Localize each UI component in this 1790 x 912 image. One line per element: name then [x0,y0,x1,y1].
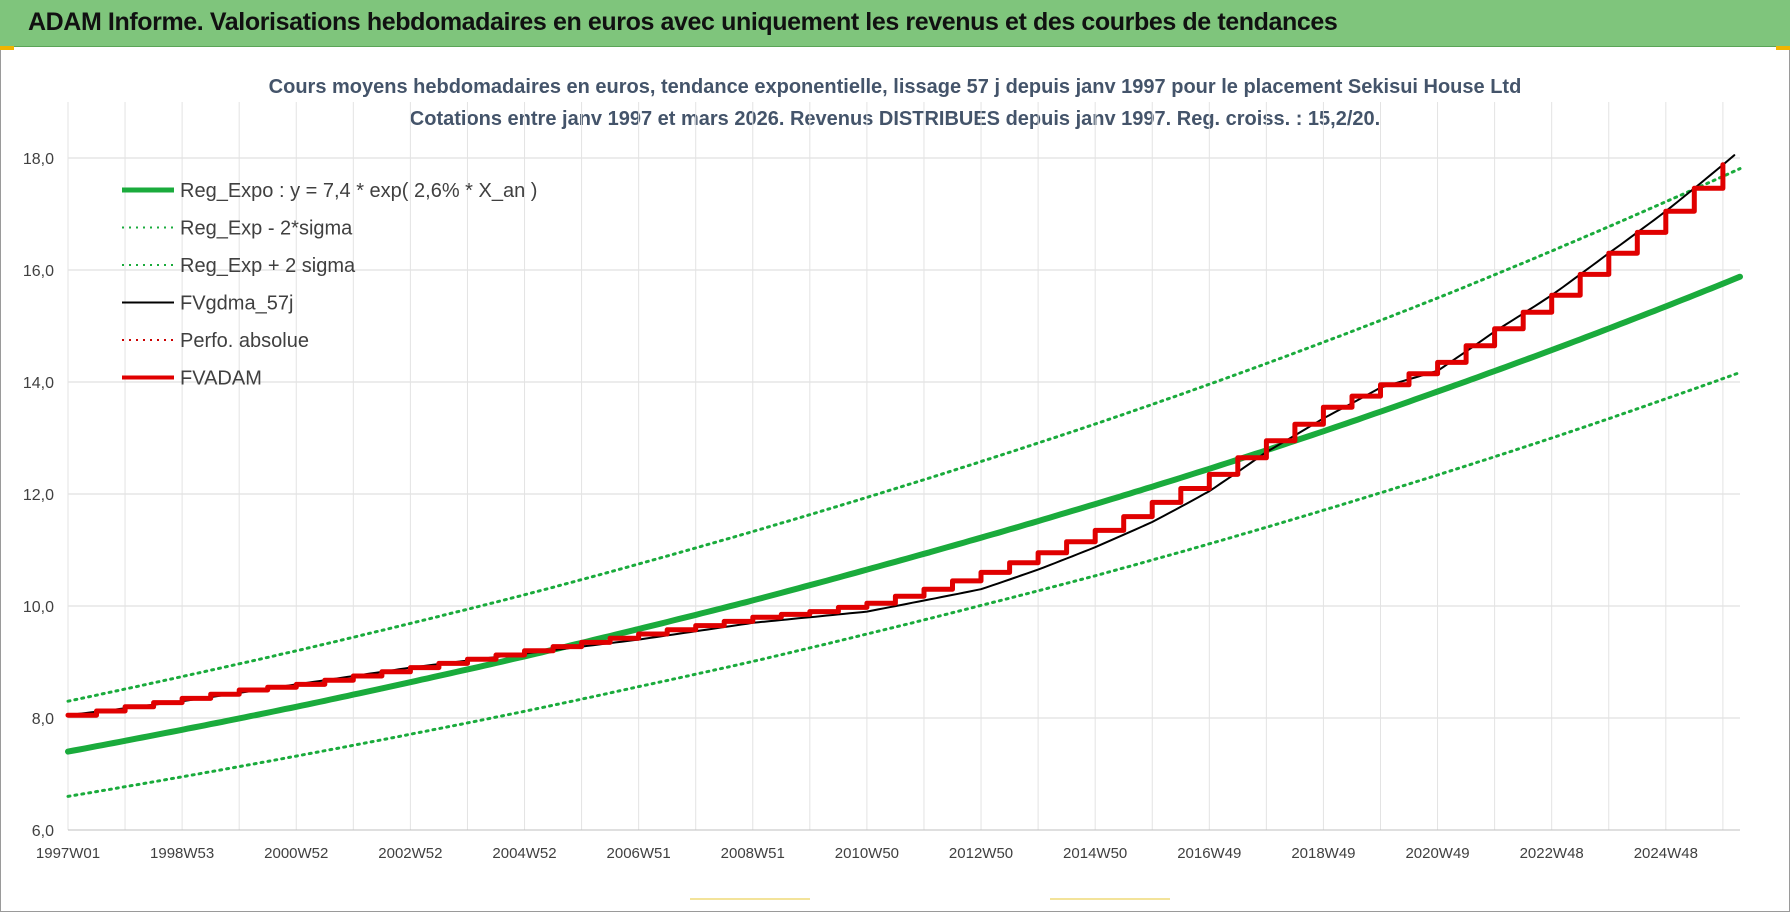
legend-label: Reg_Exp - 2*sigma [180,218,353,240]
bottom-mark [1050,898,1170,900]
series-line [66,167,1742,703]
x-tick-label: 2018W49 [1291,845,1355,862]
legend: Reg_Expo : y = 7,4 * exp( 2,6% * X_an ) R… [122,180,537,390]
y-tick-label: 10,0 [23,599,54,616]
series-line [66,371,1742,798]
x-tick-label: 2022W48 [1520,845,1584,862]
y-tick-label: 8,0 [32,711,54,728]
x-tick-label: 2020W49 [1405,845,1469,862]
y-tick-label: 12,0 [23,487,54,504]
x-tick-label: 2014W50 [1063,845,1127,862]
x-tick-label: 1997W01 [36,845,100,862]
x-tick-label: 2008W51 [721,845,785,862]
bottom-mark [690,898,810,900]
corner-mark-left [0,46,14,50]
legend-label: Reg_Expo : y = 7,4 * exp( 2,6% * X_an ) [180,180,537,202]
series-line [65,273,1743,755]
legend-label: FVgdma_57j [180,293,293,315]
legend-label: Reg_Exp + 2 sigma [180,255,356,277]
x-tick-label: 2002W52 [378,845,442,862]
x-tick-label: 2012W50 [949,845,1013,862]
x-tick-label: 2024W48 [1634,845,1698,862]
y-tick-label: 14,0 [23,375,54,392]
chart-title: Cours moyens hebdomadaires en euros, ten… [269,76,1522,98]
corner-mark-right [1776,46,1790,50]
legend-label: Perfo. absolue [180,330,309,352]
legend-label: FVADAM [180,368,262,390]
series-line [65,162,1726,718]
y-tick-label: 18,0 [23,151,54,168]
plot-area [65,154,1743,798]
header-banner: ADAM Informe. Valorisations hebdomadaire… [0,0,1790,47]
chart-subtitle: Cotations entre janv 1997 et mars 2026. … [410,108,1380,130]
x-tick-label: 2006W51 [607,845,671,862]
y-tick-label: 16,0 [23,263,54,280]
header-title: ADAM Informe. Valorisations hebdomadaire… [28,8,1338,36]
series-line [67,154,1736,717]
x-tick-label: 2016W49 [1177,845,1241,862]
axes: 6,0 8,0 10,0 12,0 14,0 16,0 18,0 1997W01 1998W53… [23,151,1740,862]
y-tick-label: 6,0 [32,823,54,840]
x-tick-label: 2004W52 [492,845,556,862]
x-tick-label: 1998W53 [150,845,214,862]
x-tick-label: 2010W50 [835,845,899,862]
x-tick-label: 2000W52 [264,845,328,862]
grid [67,102,1740,831]
